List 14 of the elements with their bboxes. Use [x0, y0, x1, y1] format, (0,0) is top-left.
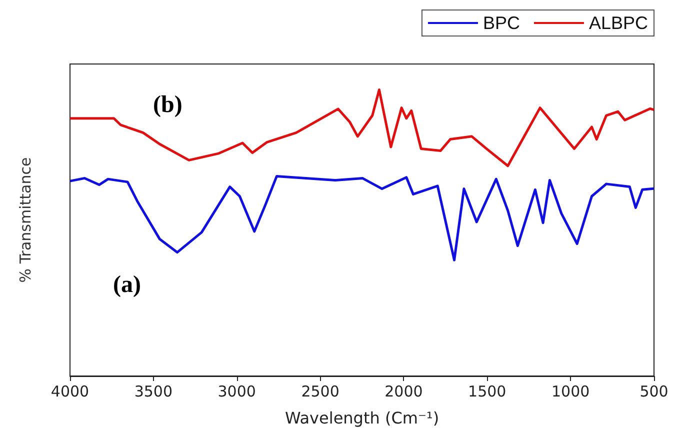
x-tick-label: 4000 [50, 382, 90, 400]
x-tick-label: 2500 [301, 382, 340, 400]
annotation: (b) [153, 92, 182, 118]
x-tick-label: 3500 [134, 382, 173, 400]
legend-label: BPC [482, 13, 520, 33]
y-axis-title: % Transmittance [16, 157, 34, 283]
x-tick-label: 1500 [468, 382, 506, 400]
legend-label: ALBPC [588, 13, 648, 33]
x-tick-label: 500 [640, 382, 668, 400]
x-tick-label: 3000 [218, 382, 256, 400]
x-tick-label: 2000 [384, 382, 423, 400]
x-tick-label: 1000 [551, 382, 590, 400]
x-axis-title: Wavelength (Cm⁻¹) [284, 408, 440, 428]
annotation: (a) [113, 272, 141, 298]
